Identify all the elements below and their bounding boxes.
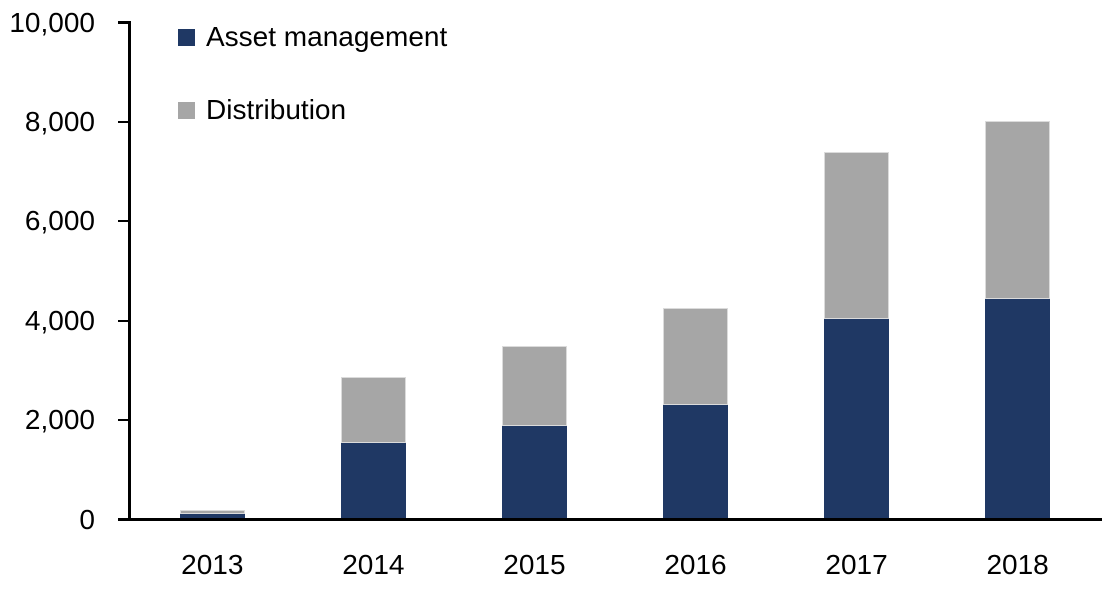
bar-segment	[179, 513, 245, 520]
x-tick-label: 2016	[664, 549, 727, 580]
legend-item-asset-management: Asset management	[178, 20, 447, 54]
y-tick-mark	[118, 319, 129, 322]
x-axis-line	[118, 518, 1102, 522]
legend-label: Asset management	[206, 21, 448, 52]
legend-item-distribution: Distribution	[178, 93, 447, 127]
bar-segment	[340, 377, 406, 443]
bar-segment	[179, 509, 245, 514]
x-tick-label: 2017	[825, 549, 888, 580]
y-tick-label: 10,000	[9, 6, 95, 38]
y-axis-line	[127, 21, 131, 520]
legend-label: Distribution	[206, 94, 347, 125]
bar-segment	[501, 345, 567, 427]
bar-segment	[824, 318, 890, 520]
bar-segment	[985, 120, 1051, 300]
bar-segment	[662, 308, 728, 405]
bar-segment	[824, 151, 890, 319]
y-tick-mark	[118, 120, 129, 124]
bar-segment	[501, 426, 567, 520]
y-tick-label: 2,000	[24, 404, 95, 436]
legend-swatch-distribution-icon	[178, 101, 195, 119]
x-tick-label: 2014	[342, 549, 405, 580]
x-tick-label: 2013	[181, 549, 244, 580]
x-tick-label: 2015	[503, 549, 566, 580]
x-tick-label: 2018	[986, 549, 1049, 580]
bar-segment	[340, 442, 406, 520]
y-tick-mark	[118, 418, 129, 422]
bar-segment	[662, 404, 728, 520]
y-tick-label: 6,000	[24, 205, 95, 237]
y-tick-label: 0	[79, 503, 95, 535]
y-tick-mark	[118, 21, 129, 24]
bar-segment	[985, 299, 1051, 520]
legend-swatch-asset-management-icon	[178, 28, 195, 46]
y-tick-label: 4,000	[24, 304, 95, 336]
y-tick-mark	[118, 220, 129, 223]
y-tick-label: 8,000	[24, 105, 95, 137]
legend: Asset management Distribution	[178, 20, 447, 127]
